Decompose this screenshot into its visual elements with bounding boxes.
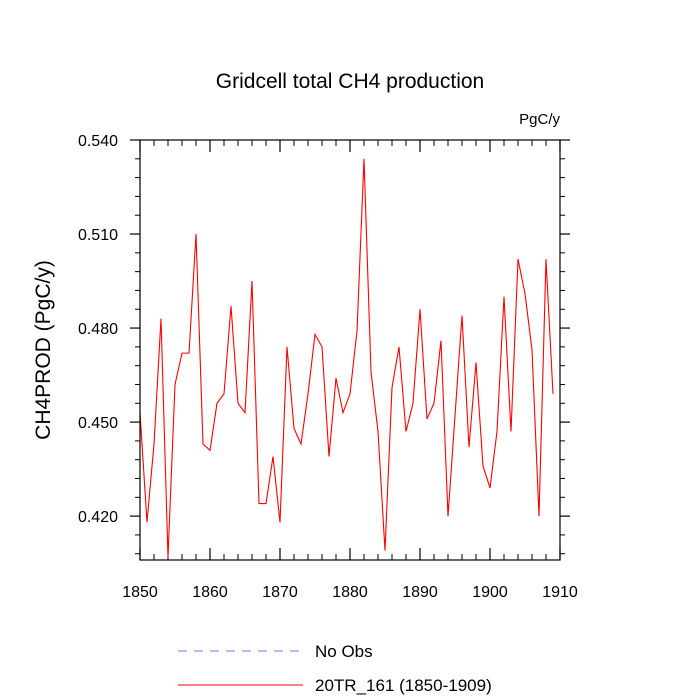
y-axis-label: CH4PROD (PgC/y) <box>32 260 55 440</box>
x-tick-label: 1900 <box>472 584 508 601</box>
legend-label: 20TR_161 (1850-1909) <box>315 676 492 695</box>
y-tick-label: 0.450 <box>78 415 118 432</box>
series-line <box>139 158 554 557</box>
x-tick-label: 1870 <box>262 584 298 601</box>
x-tick-label: 1910 <box>542 584 578 601</box>
units-label: PgC/y <box>519 111 560 128</box>
x-tick-label: 1880 <box>332 584 368 601</box>
plot-frame <box>139 139 561 561</box>
y-tick-label: 0.510 <box>78 227 118 244</box>
y-tick-label: 0.420 <box>78 509 118 526</box>
x-tick-label: 1860 <box>192 584 228 601</box>
y-tick-label: 0.480 <box>78 321 118 338</box>
x-tick-label: 1850 <box>122 584 158 601</box>
y-tick-label: 0.540 <box>78 133 118 150</box>
x-tick-label: 1890 <box>402 584 438 601</box>
chart-title: Gridcell total CH4 production <box>216 70 484 93</box>
legend-label: No Obs <box>315 642 373 661</box>
